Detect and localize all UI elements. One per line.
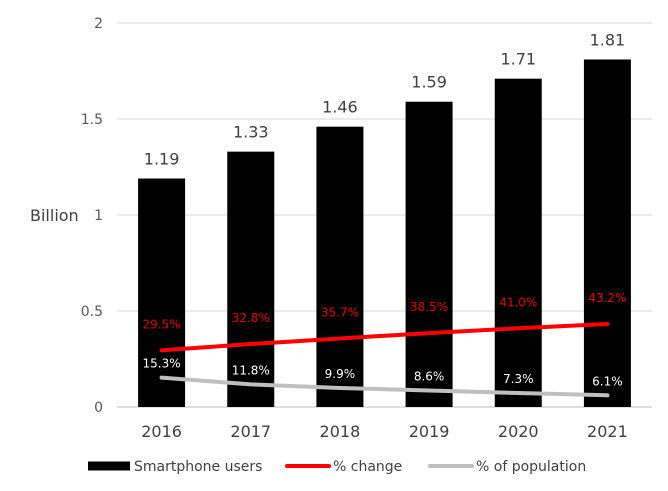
pct-population-label: 7.3%	[503, 372, 534, 386]
gridlines	[117, 22, 652, 408]
bar-2019	[405, 101, 453, 407]
x-tick-label: 2020	[498, 422, 539, 441]
bar-2018	[316, 126, 364, 408]
x-tick-label: 2019	[409, 422, 450, 441]
x-tick-label: 2017	[230, 422, 271, 441]
y-tick-label: 1.5	[81, 112, 103, 128]
pct-change-label: 43.2%	[588, 291, 626, 305]
bar-2020	[494, 78, 542, 408]
pct-population-label: 15.3%	[143, 357, 181, 371]
bar-2021	[583, 59, 631, 407]
legend-label: % of population	[476, 459, 586, 475]
legend: Smartphone users % change % of population	[88, 459, 586, 475]
pct-change-label: 35.7%	[321, 305, 359, 319]
y-axis-label: Billion	[30, 206, 79, 225]
y-tick-label: 0	[94, 400, 103, 416]
bar-value-label: 1.59	[411, 73, 447, 92]
legend-label: % change	[333, 459, 402, 475]
bar-value-label: 1.81	[590, 30, 626, 49]
pct-population-label: 8.6%	[414, 369, 445, 383]
line-pct-change	[159, 322, 610, 353]
x-tick-label: 2018	[320, 422, 361, 441]
pct-population-label: 11.8%	[232, 363, 270, 377]
pct-change-label: 38.5%	[410, 300, 448, 314]
pct-change-label: 41.0%	[499, 295, 537, 309]
bar-value-label: 1.46	[322, 98, 358, 117]
legend-label: Smartphone users	[134, 459, 262, 475]
pct-population-label: 9.9%	[325, 367, 356, 381]
bar-value-label: 1.71	[500, 50, 536, 69]
line-value-labels: 29.5% 32.8% 35.7% 38.5% 41.0% 43.2% 15.3% 11.8%…	[143, 291, 627, 388]
bar-value-label: 1.33	[233, 123, 269, 142]
pct-change-label: 29.5%	[143, 317, 181, 331]
line-series	[159, 322, 610, 398]
bar-value-labels: 1.19 1.33 1.46 1.59 1.71 1.81	[144, 30, 625, 168]
bar-value-label: 1.19	[144, 150, 180, 169]
pct-population-label: 6.1%	[592, 374, 623, 388]
pct-change-label: 32.8%	[232, 311, 270, 325]
y-axis-ticks: 0 0.5 1 1.5 2	[81, 16, 103, 416]
x-tick-label: 2021	[587, 422, 628, 441]
x-tick-label: 2016	[141, 422, 182, 441]
legend-swatch-smartphone-users	[88, 461, 130, 471]
x-axis-ticks: 2016 2017 2018 2019 2020 2021	[141, 422, 628, 441]
y-tick-label: 1	[94, 208, 103, 224]
bar-series-smartphone-users	[138, 59, 631, 408]
bar-2016	[138, 178, 186, 407]
y-tick-label: 2	[94, 16, 103, 32]
line-pct-population	[159, 375, 610, 398]
y-tick-label: 0.5	[81, 304, 103, 320]
bar-2017	[227, 151, 275, 407]
